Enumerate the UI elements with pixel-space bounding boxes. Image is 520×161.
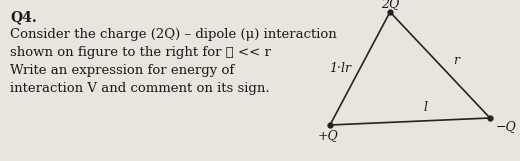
Text: r: r — [453, 53, 459, 66]
Text: +Q: +Q — [318, 129, 339, 142]
Text: 2Q: 2Q — [381, 0, 399, 10]
Text: 1·lr: 1·lr — [329, 62, 351, 75]
Text: Consider the charge (2Q) – dipole (μ) interaction: Consider the charge (2Q) – dipole (μ) in… — [10, 28, 337, 41]
Text: shown on figure to the right for ℓ << r: shown on figure to the right for ℓ << r — [10, 46, 271, 59]
Text: l: l — [423, 101, 427, 114]
Text: Write an expression for energy of: Write an expression for energy of — [10, 64, 234, 77]
Text: Q4.: Q4. — [10, 10, 37, 24]
Text: interaction V and comment on its sign.: interaction V and comment on its sign. — [10, 82, 270, 95]
Text: −Q: −Q — [496, 120, 517, 133]
